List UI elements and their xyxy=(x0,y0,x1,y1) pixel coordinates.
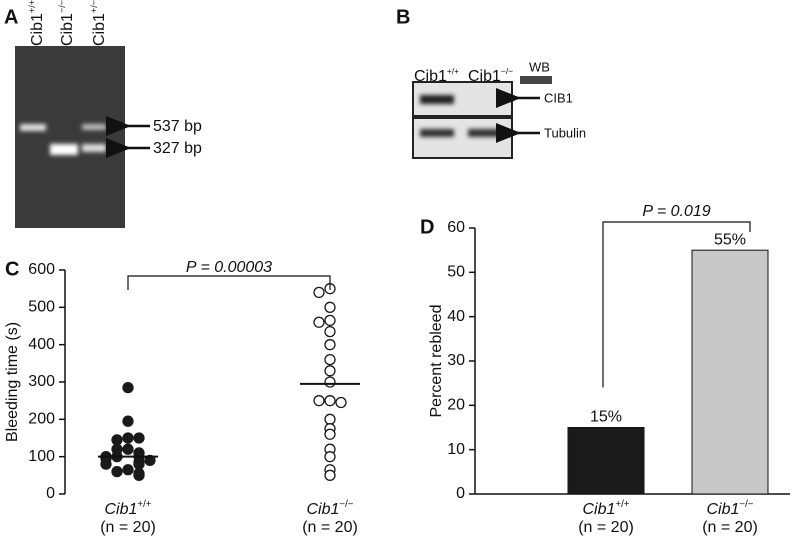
band-label: 327 bp xyxy=(153,140,202,157)
annotation: P = 0.019 xyxy=(642,203,710,220)
genotype: +/+ xyxy=(137,499,151,510)
panel-label: D xyxy=(420,216,434,238)
blot-bands xyxy=(420,95,500,137)
n-label: (n = 20) xyxy=(302,519,358,536)
dot xyxy=(324,339,336,351)
bar xyxy=(567,427,645,495)
wb-marker xyxy=(520,76,552,84)
dot xyxy=(324,395,336,407)
y-tick-label: 600 xyxy=(28,261,55,278)
genotype: −/− xyxy=(739,499,753,510)
n-label: (n = 20) xyxy=(100,519,156,536)
dot xyxy=(111,465,123,478)
dot xyxy=(324,325,336,338)
y-tick-label: 500 xyxy=(28,299,55,316)
gene-name: Cib1 xyxy=(414,68,447,85)
dot xyxy=(122,443,134,455)
gene-name: Cib1 xyxy=(582,501,615,518)
n-label: (n = 20) xyxy=(702,519,758,536)
bracket xyxy=(602,221,751,388)
dot xyxy=(133,458,145,470)
genotype-label: Cib1+/+ xyxy=(582,499,629,518)
dot xyxy=(335,396,347,409)
n-label: (n = 20) xyxy=(578,519,634,536)
genotype-label: Cib1−/− xyxy=(57,0,76,46)
y-axis-label: Bleeding time (s) xyxy=(4,322,21,442)
y-axis-label: Percent rebleed xyxy=(428,305,445,418)
dot xyxy=(324,314,336,327)
dot xyxy=(324,353,336,366)
dot xyxy=(122,464,134,476)
y-tick-label: 40 xyxy=(447,308,465,325)
y-tick-label: 30 xyxy=(447,352,465,369)
y-tick-label: 0 xyxy=(456,485,465,502)
y-tick-label: 300 xyxy=(28,373,55,390)
dot xyxy=(324,469,336,481)
genotype-label: Cib1+/+ xyxy=(104,499,151,518)
genotype-label: Cib1−/− xyxy=(468,66,513,85)
dot xyxy=(324,413,336,425)
dot xyxy=(324,301,336,313)
panel-label: A xyxy=(4,6,18,28)
y-tick-label: 0 xyxy=(46,485,55,502)
wb-label: WB xyxy=(529,59,550,74)
dot xyxy=(144,454,156,467)
band-label: 537 bp xyxy=(153,118,202,135)
genotype: −/− xyxy=(501,66,513,76)
dot xyxy=(122,381,134,394)
y-tick-label: 10 xyxy=(447,441,465,458)
genotype-label: Cib1+/+ xyxy=(27,0,46,46)
gene-name: Cib1 xyxy=(59,13,76,46)
blot xyxy=(412,117,513,159)
dot xyxy=(324,376,336,388)
genotype: −/− xyxy=(57,0,67,13)
y-tick-label: 60 xyxy=(447,219,465,236)
gene-name: Cib1 xyxy=(706,501,739,518)
band-label: CIB1 xyxy=(544,90,573,105)
genotype: −/− xyxy=(339,499,353,510)
value-label: 55% xyxy=(714,231,746,248)
genotype: +/+ xyxy=(615,499,629,510)
dot xyxy=(111,434,123,446)
genotype-label: Cib1−/− xyxy=(306,499,353,518)
dot xyxy=(133,469,145,481)
dot xyxy=(313,286,325,299)
gene-name: Cib1 xyxy=(91,13,108,46)
gel xyxy=(15,46,125,228)
genotype: +/+ xyxy=(447,66,459,76)
dot xyxy=(122,432,134,444)
genotype: +/− xyxy=(89,0,99,13)
panel-label: B xyxy=(396,6,410,28)
panel-label: C xyxy=(5,258,19,280)
y-tick-label: 50 xyxy=(447,264,465,281)
gene-name: Cib1 xyxy=(306,501,339,518)
dot xyxy=(133,432,145,444)
dot xyxy=(324,365,336,377)
gene-name: Cib1 xyxy=(29,13,46,46)
y-tick-label: 200 xyxy=(28,411,55,428)
y-tick-label: 20 xyxy=(447,397,465,414)
dot xyxy=(313,395,325,407)
genotype-label: Cib1−/− xyxy=(706,499,753,518)
bar xyxy=(691,249,769,495)
dot xyxy=(122,415,134,427)
annotation: P = 0.00003 xyxy=(186,259,272,276)
band-label: Tubulin xyxy=(544,125,586,140)
dot xyxy=(324,428,336,440)
y-tick-label: 100 xyxy=(28,448,55,465)
y-tick-label: 400 xyxy=(28,336,55,353)
genotype: +/+ xyxy=(27,0,37,13)
dot xyxy=(100,458,112,470)
gel-bands xyxy=(20,124,106,155)
genotype-label: Cib1+/− xyxy=(89,0,108,46)
gene-name: Cib1 xyxy=(104,501,137,518)
dot xyxy=(313,316,325,328)
genotype-label: Cib1+/+ xyxy=(414,66,459,85)
bracket xyxy=(127,275,331,290)
gene-name: Cib1 xyxy=(468,68,501,85)
value-label: 15% xyxy=(590,409,622,426)
dot xyxy=(324,451,336,463)
